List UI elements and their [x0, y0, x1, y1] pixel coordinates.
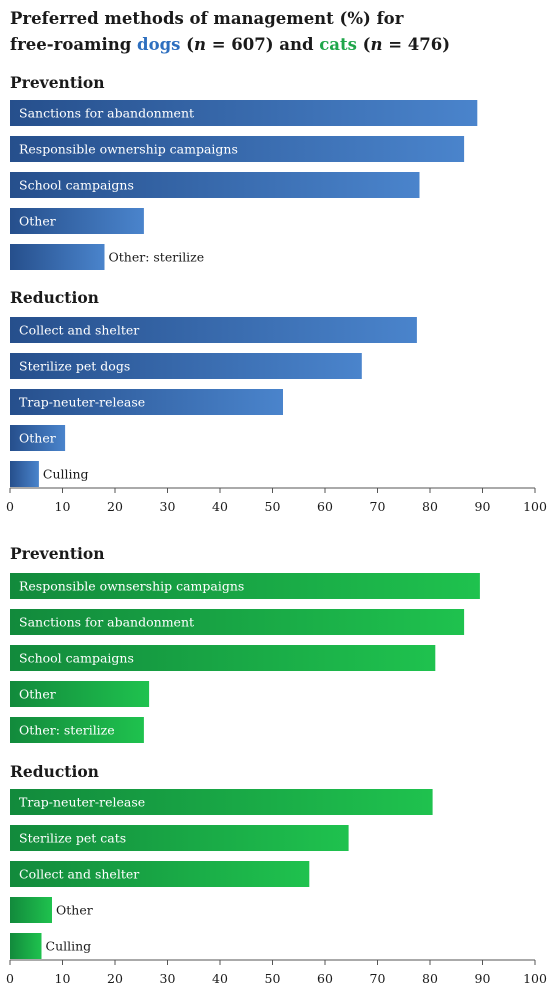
title-cats-word: cats — [319, 35, 357, 54]
cats-bar-label-prevention-3: School campaigns — [19, 651, 134, 666]
dogs-bar-label-reduction-4: Other — [19, 431, 56, 446]
dogs-bar-label-prevention-3: School campaigns — [19, 178, 134, 193]
title-n-cats: = 476) — [382, 35, 451, 54]
cats-bar-prevention-5 — [10, 717, 144, 743]
dogs-bar-label-reduction-5: Culling — [43, 467, 89, 482]
dogs-bar-label-prevention-4: Other — [19, 214, 56, 229]
cats-bar-reduction-3 — [10, 861, 310, 887]
cats-bar-reduction-2 — [10, 825, 349, 851]
title-and-word: and — [273, 35, 320, 54]
title-open-paren-2: ( — [356, 35, 371, 54]
cats-bar-label-reduction-4: Other — [56, 903, 93, 918]
cats-bar-label-reduction-2: Sterilize pet cats — [19, 831, 126, 846]
dogs-bar-label-prevention-5: Other: sterilize — [109, 250, 205, 265]
dogs-bar-label-prevention-1: Sanctions for abandonment — [19, 106, 194, 121]
cats-x-tick-label-60: 60 — [317, 971, 333, 986]
cats-bar-reduction-4 — [10, 897, 52, 923]
dogs-bar-reduction-4 — [10, 425, 66, 451]
cats-bar-label-reduction-3: Collect and shelter — [19, 867, 139, 882]
title-n-dogs: = 607) — [205, 35, 274, 54]
cats-bar-reduction-1 — [10, 789, 433, 815]
dogs-x-tick-label-10: 10 — [55, 499, 71, 514]
dogs-bar-prevention-3 — [10, 172, 420, 198]
dogs-bar-prevention-1 — [10, 100, 478, 126]
dogs-bar-label-reduction-2: Sterilize pet dogs — [19, 359, 130, 374]
dogs-section-label-prevention: Prevention — [10, 73, 104, 92]
dogs-x-tick-label-50: 50 — [265, 499, 281, 514]
title-n-symbol-1: n — [193, 35, 206, 54]
dogs-bar-prevention-4 — [10, 208, 144, 234]
dogs-x-tick-label-0: 0 — [6, 499, 14, 514]
cats-x-tick-label-50: 50 — [265, 971, 281, 986]
cats-x-tick-label-70: 70 — [370, 971, 386, 986]
cats-bar-label-prevention-4: Other — [19, 687, 56, 702]
title-dogs-word: dogs — [137, 35, 181, 54]
dogs-bar-reduction-1 — [10, 317, 417, 343]
cats-bar-prevention-4 — [10, 681, 150, 707]
cats-x-tick-label-30: 30 — [160, 971, 176, 986]
cats-x-tick-label-80: 80 — [422, 971, 438, 986]
cats-bar-label-reduction-1: Trap-neuter-release — [19, 795, 145, 810]
dogs-x-tick-label-70: 70 — [370, 499, 386, 514]
cats-x-tick-label-40: 40 — [212, 971, 228, 986]
cats-bar-prevention-3 — [10, 645, 436, 671]
cats-bar-label-reduction-5: Culling — [46, 939, 92, 954]
dogs-bar-reduction-2 — [10, 353, 362, 379]
dogs-x-tick-label-20: 20 — [107, 499, 123, 514]
dogs-bar-label-reduction-1: Collect and shelter — [19, 323, 139, 338]
cats-x-tick-label-20: 20 — [107, 971, 123, 986]
cats-x-tick-label-100: 100 — [523, 971, 547, 986]
title-n-symbol-2: n — [370, 35, 383, 54]
title-open-paren-1: ( — [180, 35, 194, 54]
title-line2-prefix: free-roaming — [10, 35, 138, 54]
cats-bar-label-prevention-5: Other: sterilize — [19, 723, 115, 738]
dogs-x-tick-label-40: 40 — [212, 499, 228, 514]
dogs-bar-prevention-5 — [10, 244, 105, 270]
cats-x-tick-label-90: 90 — [475, 971, 491, 986]
dogs-bar-label-reduction-3: Trap-neuter-release — [19, 395, 145, 410]
cats-section-label-reduction: Reduction — [10, 762, 99, 781]
cats-section-label-prevention: Prevention — [10, 544, 104, 563]
title-line-1: Preferred methods of management (%) for — [10, 9, 404, 28]
dogs-bar-reduction-3 — [10, 389, 283, 415]
cats-x-tick-label-10: 10 — [55, 971, 71, 986]
dogs-x-tick-label-30: 30 — [160, 499, 176, 514]
cats-bar-label-prevention-2: Sanctions for abandonment — [19, 615, 194, 630]
cats-bar-prevention-2 — [10, 609, 465, 635]
title-line-2: free-roaming dogs (n = 607) and cats (n … — [10, 32, 540, 58]
dogs-section-label-reduction: Reduction — [10, 288, 99, 307]
chart-title: Preferred methods of management (%) for … — [10, 6, 540, 58]
dogs-bar-label-prevention-2: Responsible ownership campaigns — [19, 142, 238, 157]
cats-x-tick-label-0: 0 — [6, 971, 14, 986]
dogs-x-tick-label-100: 100 — [523, 499, 547, 514]
cats-bar-reduction-5 — [10, 933, 42, 959]
dogs-bar-reduction-5 — [10, 461, 39, 487]
cats-bar-label-prevention-1: Responsible ownsership campaigns — [19, 579, 244, 594]
dogs-x-tick-label-90: 90 — [475, 499, 491, 514]
dogs-bar-prevention-2 — [10, 136, 465, 162]
dogs-x-tick-label-80: 80 — [422, 499, 438, 514]
cats-bar-prevention-1 — [10, 573, 480, 599]
dogs-x-tick-label-60: 60 — [317, 499, 333, 514]
